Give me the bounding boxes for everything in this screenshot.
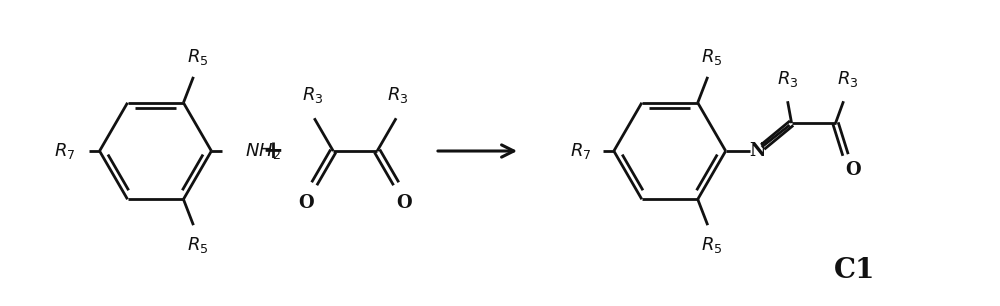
Text: N: N <box>749 142 766 160</box>
Text: $\mathit{R_5}$: $\mathit{R_5}$ <box>187 235 208 255</box>
Text: C1: C1 <box>834 257 875 284</box>
Text: +: + <box>262 139 283 163</box>
Text: $\mathit{R_5}$: $\mathit{R_5}$ <box>701 47 722 67</box>
Text: $\mathit{R_3}$: $\mathit{R_3}$ <box>387 85 409 105</box>
Text: O: O <box>396 194 412 212</box>
Text: $\mathit{R_3}$: $\mathit{R_3}$ <box>302 85 323 105</box>
Text: $\mathit{R_5}$: $\mathit{R_5}$ <box>701 235 722 255</box>
Text: O: O <box>298 194 314 212</box>
Text: O: O <box>846 161 861 179</box>
Text: $\mathit{NH_2}$: $\mathit{NH_2}$ <box>245 141 281 161</box>
Text: $\mathit{R_3}$: $\mathit{R_3}$ <box>777 69 798 89</box>
Text: $\mathit{R_7}$: $\mathit{R_7}$ <box>54 141 76 161</box>
Text: $\mathit{R_7}$: $\mathit{R_7}$ <box>570 141 592 161</box>
Text: $\mathit{R_5}$: $\mathit{R_5}$ <box>187 47 208 67</box>
Text: $\mathit{R_3}$: $\mathit{R_3}$ <box>837 69 858 89</box>
